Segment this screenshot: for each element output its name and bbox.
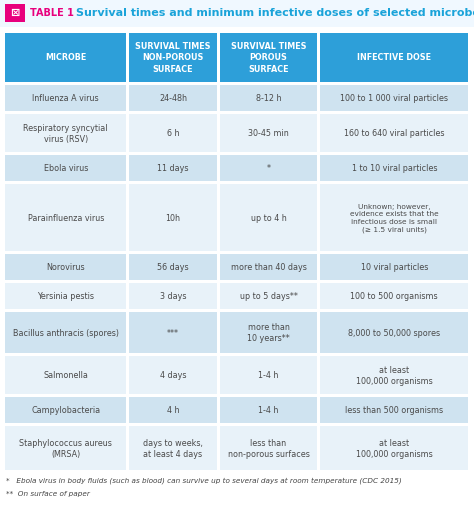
- Text: less than
non-porous surfaces: less than non-porous surfaces: [228, 438, 310, 458]
- Text: 10h: 10h: [165, 213, 181, 222]
- Text: 1-4 h: 1-4 h: [258, 371, 279, 380]
- Bar: [220, 86, 317, 111]
- Bar: [6, 115, 126, 152]
- Text: MICROBE: MICROBE: [45, 53, 86, 63]
- Bar: [129, 356, 217, 394]
- Bar: [129, 426, 217, 470]
- Text: 4 h: 4 h: [167, 406, 179, 414]
- Text: 4 days: 4 days: [160, 371, 186, 380]
- Text: Ebola virus: Ebola virus: [44, 164, 88, 173]
- Text: 8,000 to 50,000 spores: 8,000 to 50,000 spores: [348, 328, 440, 337]
- Bar: [320, 397, 468, 423]
- Text: Salmonella: Salmonella: [43, 371, 88, 380]
- Text: Survival times and minimum infective doses of selected microbes: Survival times and minimum infective dos…: [76, 9, 474, 18]
- Bar: [220, 184, 317, 251]
- Bar: [320, 426, 468, 470]
- Text: less than 500 organisms: less than 500 organisms: [345, 406, 443, 414]
- Text: 3 days: 3 days: [160, 292, 186, 301]
- Bar: [320, 155, 468, 181]
- Text: 11 days: 11 days: [157, 164, 189, 173]
- Bar: [320, 86, 468, 111]
- Text: Yersinia pestis: Yersinia pestis: [37, 292, 94, 301]
- Bar: [220, 254, 317, 280]
- Bar: [220, 115, 317, 152]
- Text: Parainfluenza virus: Parainfluenza virus: [27, 213, 104, 222]
- Text: 1-4 h: 1-4 h: [258, 406, 279, 414]
- Text: 10 viral particles: 10 viral particles: [361, 263, 428, 272]
- Bar: [129, 397, 217, 423]
- Bar: [6, 86, 126, 111]
- Text: **  On surface of paper: ** On surface of paper: [6, 490, 90, 496]
- Text: 100 to 500 organisms: 100 to 500 organisms: [350, 292, 438, 301]
- Text: days to weeks,
at least 4 days: days to weeks, at least 4 days: [143, 438, 203, 458]
- Text: SURVIVAL TIMES
NON-POROUS
SURFACE: SURVIVAL TIMES NON-POROUS SURFACE: [135, 42, 210, 73]
- Text: at least
100,000 organisms: at least 100,000 organisms: [356, 438, 433, 458]
- Bar: [6, 313, 126, 353]
- Text: Respiratory syncytial
virus (RSV): Respiratory syncytial virus (RSV): [24, 123, 108, 144]
- Text: ⊠: ⊠: [10, 8, 20, 18]
- Bar: [129, 34, 217, 82]
- Bar: [320, 115, 468, 152]
- Bar: [129, 86, 217, 111]
- Bar: [320, 184, 468, 251]
- Text: 30-45 min: 30-45 min: [248, 129, 289, 138]
- Text: Influenza A virus: Influenza A virus: [32, 94, 99, 103]
- Bar: [129, 313, 217, 353]
- Bar: [6, 254, 126, 280]
- Text: Unknown; however,
evidence exists that the
infectious dose is small
(≥ 1.5 viral: Unknown; however, evidence exists that t…: [350, 203, 438, 232]
- Text: INFECTIVE DOSE: INFECTIVE DOSE: [357, 53, 431, 63]
- Text: 56 days: 56 days: [157, 263, 189, 272]
- Bar: [129, 115, 217, 152]
- Bar: [6, 284, 126, 309]
- Bar: [320, 284, 468, 309]
- Text: 24-48h: 24-48h: [159, 94, 187, 103]
- Bar: [320, 356, 468, 394]
- Bar: [0, 0, 474, 28]
- Text: SURVIVAL TIMES
POROUS
SURFACE: SURVIVAL TIMES POROUS SURFACE: [231, 42, 306, 73]
- Text: 8-12 h: 8-12 h: [255, 94, 281, 103]
- Text: at least
100,000 organisms: at least 100,000 organisms: [356, 365, 433, 385]
- Text: 1 to 10 viral particles: 1 to 10 viral particles: [352, 164, 437, 173]
- Text: ***: ***: [167, 328, 179, 337]
- Text: more than
10 years**: more than 10 years**: [247, 323, 290, 343]
- Bar: [220, 397, 317, 423]
- Text: *   Ebola virus in body fluids (such as blood) can survive up to several days at: * Ebola virus in body fluids (such as bl…: [6, 476, 402, 483]
- Bar: [6, 184, 126, 251]
- Bar: [6, 155, 126, 181]
- Bar: [220, 356, 317, 394]
- Text: Campylobacteria: Campylobacteria: [31, 406, 100, 414]
- Text: Norovirus: Norovirus: [46, 263, 85, 272]
- Bar: [129, 155, 217, 181]
- Bar: [129, 284, 217, 309]
- Bar: [129, 254, 217, 280]
- Text: up to 5 days**: up to 5 days**: [239, 292, 297, 301]
- Bar: [6, 356, 126, 394]
- Bar: [220, 155, 317, 181]
- Text: more than 40 days: more than 40 days: [230, 263, 306, 272]
- Text: Bacillus anthracis (spores): Bacillus anthracis (spores): [13, 328, 119, 337]
- Text: 6 h: 6 h: [167, 129, 179, 138]
- Bar: [320, 254, 468, 280]
- Text: Staphylococcus aureus
(MRSA): Staphylococcus aureus (MRSA): [19, 438, 112, 458]
- Text: 160 to 640 viral particles: 160 to 640 viral particles: [344, 129, 445, 138]
- Text: 100 to 1 000 viral particles: 100 to 1 000 viral particles: [340, 94, 448, 103]
- Text: TABLE 1: TABLE 1: [30, 9, 74, 18]
- Text: *: *: [266, 164, 271, 173]
- Bar: [320, 313, 468, 353]
- Bar: [6, 426, 126, 470]
- Text: up to 4 h: up to 4 h: [251, 213, 286, 222]
- Bar: [129, 184, 217, 251]
- Bar: [220, 284, 317, 309]
- Bar: [220, 426, 317, 470]
- Bar: [6, 397, 126, 423]
- Bar: [220, 313, 317, 353]
- Bar: [320, 34, 468, 82]
- Bar: [6, 34, 126, 82]
- Bar: [5, 5, 25, 23]
- Bar: [220, 34, 317, 82]
